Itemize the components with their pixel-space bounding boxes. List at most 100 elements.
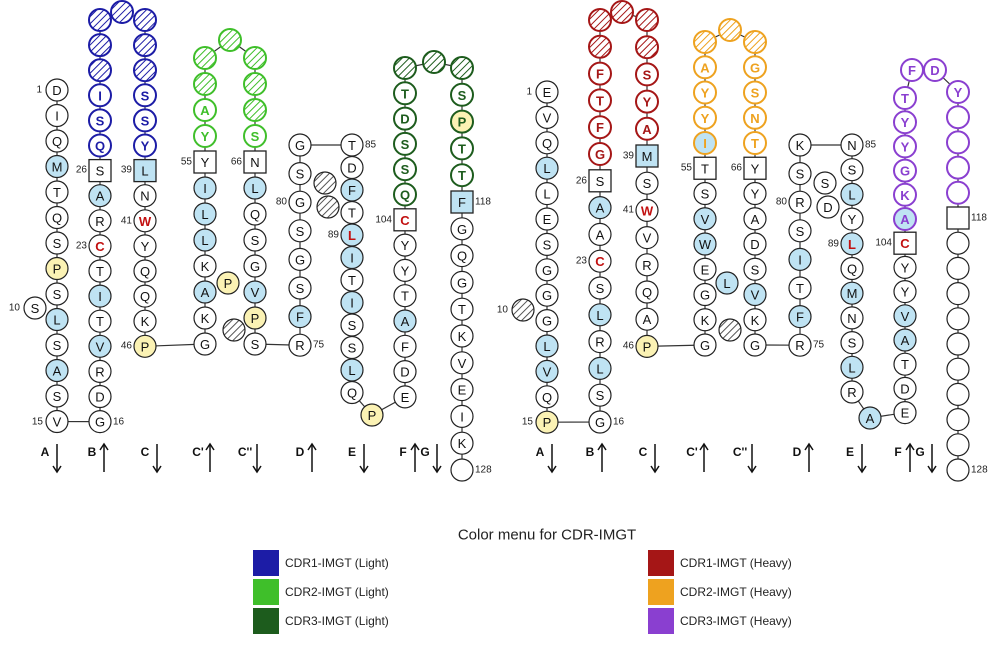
residue xyxy=(813,171,837,195)
arrow-head xyxy=(804,442,814,451)
residue-label: Y xyxy=(201,155,210,170)
residue xyxy=(893,207,917,231)
residue xyxy=(535,207,559,231)
residue xyxy=(893,182,917,207)
legend-swatch xyxy=(648,579,674,605)
residue xyxy=(535,309,559,333)
residue-label: S xyxy=(251,337,260,352)
residue xyxy=(393,131,417,156)
residue-label: Q xyxy=(400,188,410,203)
residue xyxy=(858,406,882,430)
residue xyxy=(588,276,612,300)
residue-label: A xyxy=(53,364,62,379)
residue xyxy=(216,271,240,295)
residue xyxy=(946,130,970,155)
residue-label: F xyxy=(596,67,604,82)
residue-label: S xyxy=(751,86,760,101)
position-number: 104 xyxy=(875,238,892,249)
legend-title: Color menu for CDR-IMGT xyxy=(458,527,636,544)
residue-label: F xyxy=(908,63,916,78)
residue xyxy=(588,34,612,59)
residue xyxy=(193,46,217,70)
residue xyxy=(946,105,970,130)
arrow-head xyxy=(597,442,607,451)
residue-label: Y xyxy=(901,260,910,275)
residue xyxy=(693,282,717,307)
residue xyxy=(511,298,535,322)
residue-label: L xyxy=(596,308,603,323)
residue-label: M xyxy=(847,286,858,301)
position-number: 23 xyxy=(576,256,588,267)
residue xyxy=(393,334,417,358)
residue-label: V xyxy=(543,364,552,379)
residue xyxy=(450,270,474,294)
residue-label: R xyxy=(642,258,651,273)
residue-label: V xyxy=(251,285,260,300)
residue-label: V xyxy=(458,356,467,371)
residue-label: W xyxy=(139,214,152,229)
residue xyxy=(88,410,112,434)
residue xyxy=(243,176,267,200)
residue xyxy=(88,133,112,158)
residue-label: K xyxy=(751,313,760,328)
strand-label: A xyxy=(41,445,50,459)
residue-label: A xyxy=(596,227,605,242)
strand-label: E xyxy=(846,445,854,459)
residue-label: Y xyxy=(901,139,910,154)
residue xyxy=(535,182,559,206)
residue xyxy=(450,163,474,188)
residue-label: T xyxy=(458,302,466,317)
strand-label: C xyxy=(141,445,150,459)
position-number: 55 xyxy=(181,157,193,168)
arrow-head xyxy=(410,442,420,451)
arrow-head xyxy=(432,465,442,474)
residue-square xyxy=(450,190,474,214)
residue-label: Q xyxy=(457,249,467,264)
residue-label: R xyxy=(847,385,856,400)
residue-label: S xyxy=(796,224,805,239)
residue-label: I xyxy=(798,252,802,267)
residue xyxy=(946,231,970,255)
residue-label: Y xyxy=(141,139,150,154)
residue-label: G xyxy=(457,275,467,290)
residue-label: K xyxy=(201,311,210,326)
residue-square xyxy=(243,150,267,174)
legend-swatch xyxy=(253,579,279,605)
residue xyxy=(743,333,767,357)
residue xyxy=(393,56,417,80)
residue xyxy=(946,382,970,406)
residue-label: S xyxy=(53,389,62,404)
residue-label: G xyxy=(457,222,467,237)
residue-label: I xyxy=(350,296,354,311)
strand-label: B xyxy=(88,445,97,459)
residue-label: S xyxy=(596,174,605,189)
arrow-head xyxy=(52,465,62,474)
residue xyxy=(535,80,559,104)
residue xyxy=(45,103,69,128)
legend-swatch xyxy=(253,608,279,634)
residue xyxy=(840,380,864,404)
residue-label: S xyxy=(53,236,62,251)
residue xyxy=(788,190,812,214)
residue xyxy=(23,296,47,320)
residue xyxy=(45,78,69,102)
position-number: 118 xyxy=(971,213,987,224)
position-number: 16 xyxy=(113,417,125,428)
position-number: 41 xyxy=(121,216,133,227)
position-number: 26 xyxy=(76,165,88,176)
position-number: 46 xyxy=(623,341,635,352)
residue xyxy=(288,133,312,157)
residue xyxy=(288,219,312,243)
position-number: 128 xyxy=(971,465,988,476)
residue-label: T xyxy=(701,161,709,176)
residue-label: T xyxy=(901,91,909,106)
position-number: 85 xyxy=(865,140,877,151)
legend-label: CDR3-IMGT (Light) xyxy=(285,614,389,628)
residue-label: T xyxy=(901,357,909,372)
residue xyxy=(788,162,812,186)
residue xyxy=(588,356,612,380)
arrow-head xyxy=(747,465,757,474)
residue xyxy=(193,280,217,304)
legend-label: CDR2-IMGT (Light) xyxy=(285,585,389,599)
residue-label: A xyxy=(200,103,210,118)
